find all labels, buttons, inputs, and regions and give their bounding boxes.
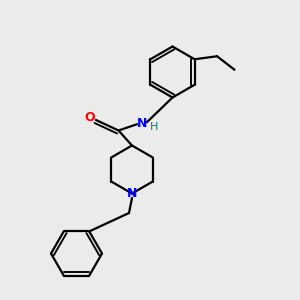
Text: N: N xyxy=(137,117,148,130)
Text: N: N xyxy=(127,187,137,200)
Text: H: H xyxy=(150,122,159,132)
Text: O: O xyxy=(84,111,95,124)
